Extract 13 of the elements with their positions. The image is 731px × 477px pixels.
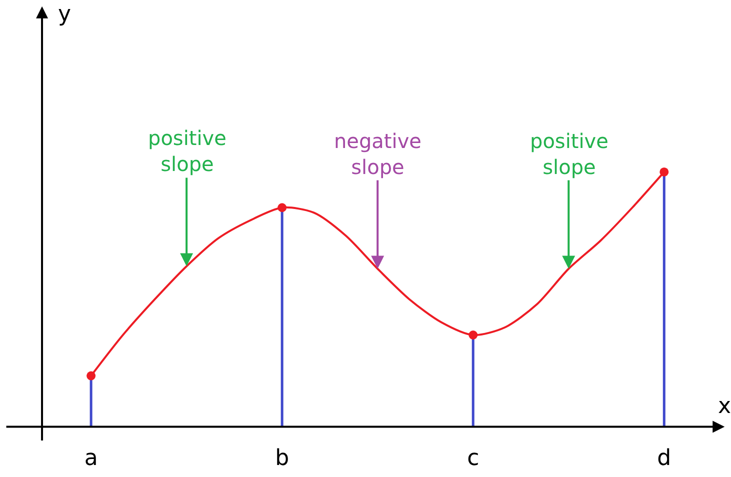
x-tick-label: c (467, 446, 480, 471)
text: y (58, 2, 72, 27)
x-tick-label: b (275, 446, 290, 471)
annotation: negative slope (334, 129, 422, 179)
point (278, 203, 287, 212)
annotation: positive slope (530, 129, 608, 179)
x-axis-title: x (718, 394, 731, 419)
annotation: positive slope (148, 126, 226, 176)
point (468, 330, 478, 340)
x-tick-label: a (84, 446, 98, 471)
x-tick-label: d (657, 446, 672, 471)
point (660, 167, 669, 176)
point (86, 371, 96, 380)
